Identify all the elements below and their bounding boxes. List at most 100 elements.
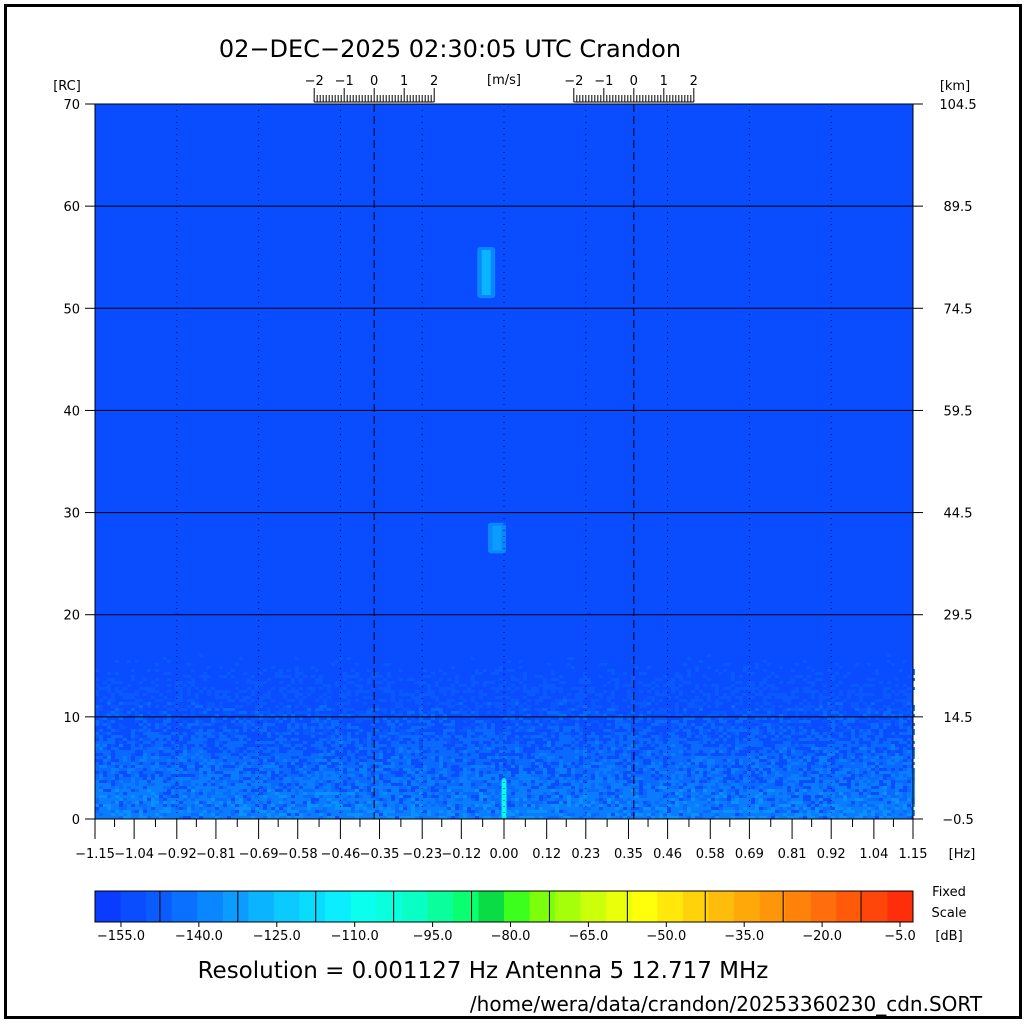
colorbar-swatch-12 [401, 891, 428, 922]
x-tick-label-18: 0.92 [817, 847, 846, 862]
x-tick-label-20: 1.15 [899, 847, 928, 862]
top-axis-label-1-2: 0 [370, 74, 378, 89]
chart-title: 02−DEC−2025 02:30:05 UTC Crandon [219, 35, 681, 63]
colorbar: −155.0 −140.0 −125.0 −110.0 −95.0 −80.0 −65.0 −… [94, 890, 916, 944]
echo-core-2 [492, 525, 502, 551]
y-left-label-6: 60 [63, 200, 80, 215]
colorbar-swatch-30 [861, 891, 888, 922]
x-tick-label-4: −0.69 [239, 847, 279, 862]
colorbar-swatch-24 [708, 891, 735, 922]
colorbar-swatch-14 [452, 891, 479, 922]
x-tick-label-13: 0.35 [614, 847, 643, 862]
colorbar-swatch-3 [171, 891, 198, 922]
y-right-label-1: 14.5 [944, 711, 973, 726]
colorbar-swatch-8 [299, 891, 326, 922]
top-axis-label-2-2: 0 [630, 74, 638, 89]
colorbar-tick-label-8: −35.0 [724, 929, 764, 944]
y-right-label-2: 29.5 [944, 609, 973, 624]
colorbar-swatch-23 [682, 891, 709, 922]
echo-core-3 [502, 781, 506, 816]
x-tick-label-11: 0.12 [532, 847, 561, 862]
x-tick-label-6: −0.46 [320, 847, 360, 862]
top-axis-label-1-0: −2 [305, 74, 324, 89]
colorbar-swatch-7 [273, 891, 300, 922]
top-axis-unit: [m/s] [487, 73, 521, 88]
colorbar-swatch-10 [350, 891, 377, 922]
colorbar-border [94, 890, 914, 923]
top-axis-label-2-1: −1 [594, 74, 613, 89]
heatmap-background [95, 104, 913, 819]
y-left-label-2: 20 [63, 609, 80, 624]
x-tick-label-7: −0.35 [360, 847, 400, 862]
y-left-label-7: 70 [63, 98, 80, 113]
colorbar-label-line-1: Fixed [932, 885, 966, 900]
x-tick-label-1: −1.04 [114, 847, 154, 862]
heatmap-area [95, 104, 915, 819]
colorbar-swatch-0 [95, 891, 122, 922]
colorbar-swatch-9 [325, 891, 352, 922]
x-tick-label-10: 0.00 [490, 847, 519, 862]
x-tick-label-14: 0.46 [653, 847, 682, 862]
colorbar-swatch-28 [810, 891, 837, 922]
top-velocity-axis: −2 −1 0 1 2 −2 −1 0 1 2 [305, 74, 698, 103]
x-tick-label-3: −0.81 [196, 847, 236, 862]
y-right-label-6: 89.5 [944, 200, 973, 215]
colorbar-swatch-26 [759, 891, 786, 922]
colorbar-swatch-18 [555, 891, 582, 922]
colorbar-swatch-19 [580, 891, 607, 922]
colorbar-swatch-25 [734, 891, 761, 922]
colorbar-swatch-16 [504, 891, 531, 922]
y-right-unit: [km] [940, 79, 970, 94]
colorbar-swatch-31 [887, 891, 914, 922]
top-axis-label-2-0: −2 [564, 74, 583, 89]
x-tick-label-16: 0.69 [735, 847, 764, 862]
x-tick-label-9: −0.12 [441, 847, 481, 862]
colorbar-tick-label-9: −20.0 [802, 929, 842, 944]
colorbar-swatch-4 [197, 891, 224, 922]
y-left-label-1: 10 [63, 711, 80, 726]
colorbar-swatch-2 [146, 891, 173, 922]
axes: −1.15 −1.04 −0.92 −0.81 −0.69 −0.58 −0.46 −0.35… [63, 98, 976, 862]
plot-border [94, 103, 914, 820]
colorbar-tick-label-0: −155.0 [97, 929, 145, 944]
colorbar-swatch-13 [427, 891, 454, 922]
y-left-label-3: 30 [63, 507, 80, 522]
y-right-label-0: −0.5 [942, 813, 974, 828]
y-right-label-5: 74.5 [944, 302, 973, 317]
colorbar-tick-label-5: −80.0 [491, 929, 531, 944]
y-right-label-3: 44.5 [944, 507, 973, 522]
file-path: /home/wera/data/crandon/20253360230_cdn.… [470, 992, 983, 1016]
colorbar-swatch-21 [631, 891, 658, 922]
x-axis-unit: [Hz] [949, 847, 976, 862]
colorbar-swatch-20 [606, 891, 633, 922]
x-tick-label-8: −0.23 [402, 847, 442, 862]
top-axis-label-1-4: 2 [430, 74, 438, 89]
plot-frame [4, 4, 1022, 1019]
y-left-unit: [RC] [53, 79, 81, 94]
colorbar-tick-label-2: −125.0 [253, 929, 301, 944]
grid-lines [95, 104, 913, 819]
x-tick-label-0: −1.15 [75, 847, 115, 862]
x-tick-label-17: 0.81 [778, 847, 807, 862]
y-right-label-7: 104.5 [939, 98, 976, 113]
top-axis-label-2-4: 2 [690, 74, 698, 89]
x-tick-label-15: 0.58 [696, 847, 725, 862]
resolution-text: Resolution = 0.001127 Hz Antenna 5 12.71… [198, 958, 769, 984]
echo-core-1 [481, 250, 491, 296]
colorbar-label-line-2: Scale [932, 906, 967, 921]
top-axis-label-1-1: −1 [335, 74, 354, 89]
x-tick-label-19: 1.04 [859, 847, 888, 862]
colorbar-swatch-1 [120, 891, 147, 922]
y-left-label-5: 50 [63, 302, 80, 317]
colorbar-swatch-15 [478, 891, 505, 922]
x-tick-label-2: −0.92 [157, 847, 197, 862]
colorbar-swatch-27 [785, 891, 812, 922]
colorbar-swatch-5 [222, 891, 249, 922]
y-left-label-0: 0 [72, 813, 80, 828]
y-right-label-4: 59.5 [944, 404, 973, 419]
x-tick-label-12: 0.23 [571, 847, 600, 862]
y-left-label-4: 40 [63, 404, 80, 419]
x-tick-label-5: −0.58 [278, 847, 318, 862]
colorbar-swatch-6 [248, 891, 275, 922]
